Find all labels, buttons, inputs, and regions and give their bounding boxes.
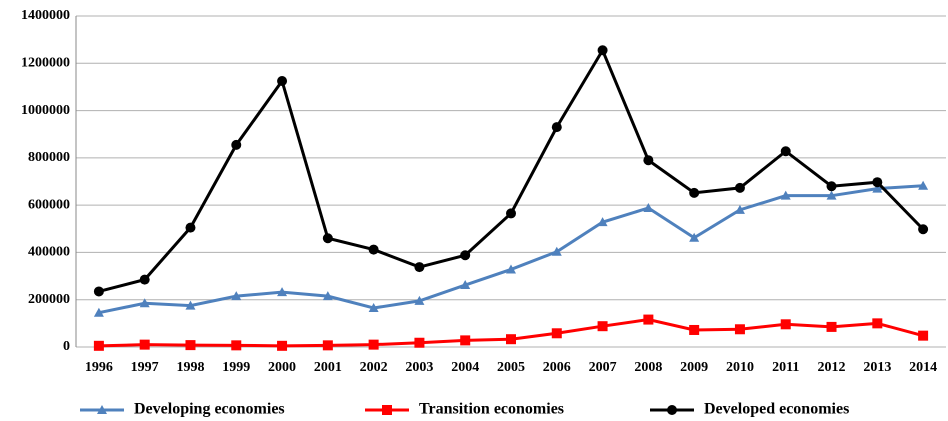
x-tick-label: 2011 [772,360,799,375]
marker [872,183,883,193]
marker [277,287,288,297]
marker [780,190,791,200]
marker [918,330,929,341]
x-tick-label: 2001 [314,360,342,375]
x-tick-label: 2008 [634,360,662,375]
marker [780,319,791,330]
marker [734,204,745,214]
marker [382,405,392,415]
marker [551,122,562,133]
marker [277,76,288,87]
marker [734,324,745,335]
marker [506,334,516,345]
series-line [98,46,925,293]
marker [734,182,745,193]
legend-label: Transition economies [419,401,564,418]
marker [414,262,425,273]
marker [460,280,471,290]
marker [872,318,883,329]
x-tick-label: 1998 [176,360,204,375]
x-tick-label: 2004 [451,360,479,375]
marker [231,139,242,150]
marker [368,244,379,255]
marker [551,328,562,339]
marker [139,339,150,350]
marker [667,405,677,415]
marker [551,246,562,256]
marker [506,264,516,274]
marker [322,340,333,351]
marker [368,339,379,350]
marker [689,232,700,242]
marker [826,321,837,332]
marker [231,340,242,351]
marker [322,233,333,244]
x-tick-label: 2007 [589,360,617,375]
marker [460,250,471,261]
x-tick-label: 1997 [131,360,159,375]
x-tick-label: 2003 [405,360,433,375]
y-tick-label: 1200000 [21,56,70,71]
marker [414,295,425,305]
marker [139,298,150,308]
x-tick-label: 1996 [85,360,113,375]
y-tick-label: 400000 [28,245,70,260]
marker [689,187,700,198]
x-tick-label: 2006 [543,360,571,375]
marker [872,177,883,188]
marker [643,202,654,212]
y-tick-label: 1400000 [21,8,70,23]
x-tick-label: 1999 [222,360,250,375]
marker [93,286,104,297]
marker [93,307,104,317]
x-tick-label: 2005 [497,360,525,375]
legend-label: Developing economies [134,401,285,418]
marker [918,180,929,190]
marker [689,324,700,335]
marker [826,181,837,192]
marker [322,291,333,301]
y-tick-label: 1000000 [21,103,70,118]
y-tick-label: 800000 [28,150,70,165]
y-tick-label: 200000 [28,292,70,307]
y-tick-label: 600000 [28,197,70,212]
legend-label: Developed economies [704,401,849,418]
marker [826,190,837,200]
x-tick-label: 2009 [680,360,708,375]
marker [643,155,654,166]
marker [93,340,104,351]
x-tick-label: 2010 [726,360,754,375]
x-tick-label: 2012 [818,360,846,375]
marker [597,45,608,56]
marker [780,146,791,157]
marker [460,335,471,346]
marker [414,337,425,348]
marker [185,340,196,351]
marker [185,300,196,310]
marker [918,224,929,235]
marker [368,302,379,312]
x-tick-label: 2000 [268,360,296,375]
x-tick-label: 2014 [909,360,937,375]
marker [506,208,516,219]
x-tick-label: 2013 [863,360,891,375]
marker [643,314,654,325]
marker [231,291,242,301]
marker [597,321,608,332]
marker [97,405,107,414]
x-tick-label: 2002 [360,360,388,375]
marker [139,274,150,285]
marker [277,340,288,351]
marker [597,217,608,227]
y-tick-label: 0 [63,339,70,354]
marker [185,222,196,233]
